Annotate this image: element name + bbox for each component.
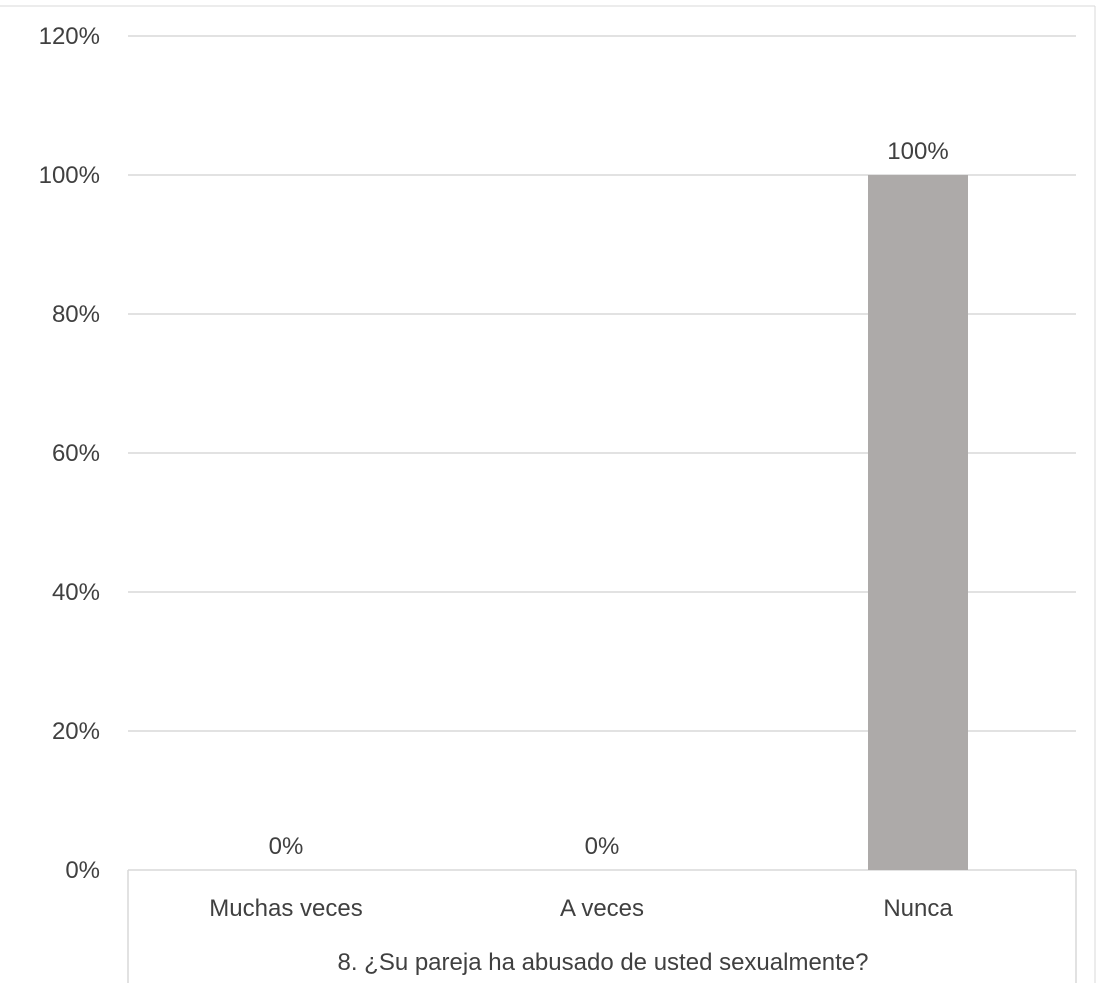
x-axis-ticks: Muchas veces A veces Nunca — [209, 895, 953, 922]
data-label: 100% — [887, 138, 948, 165]
x-tick-label: A veces — [560, 895, 644, 922]
data-label: 0% — [269, 833, 304, 860]
y-tick-label: 0% — [65, 857, 100, 884]
x-tick-label: Muchas veces — [209, 895, 362, 922]
y-tick-label: 40% — [52, 579, 100, 606]
data-labels: 0% 0% 100% — [269, 138, 949, 860]
x-tick-label: Nunca — [883, 895, 953, 922]
y-tick-label: 20% — [52, 718, 100, 745]
bar-nunca — [868, 175, 968, 870]
bars — [868, 175, 968, 870]
y-tick-label: 120% — [39, 23, 100, 50]
data-label: 0% — [585, 833, 620, 860]
y-tick-label: 60% — [52, 440, 100, 467]
y-axis-ticks: 0% 20% 40% 60% 80% 100% 120% — [39, 23, 100, 884]
y-tick-label: 100% — [39, 162, 100, 189]
x-axis-title: 8. ¿Su pareja ha abusado de usted sexual… — [337, 949, 868, 976]
y-tick-label: 80% — [52, 301, 100, 328]
